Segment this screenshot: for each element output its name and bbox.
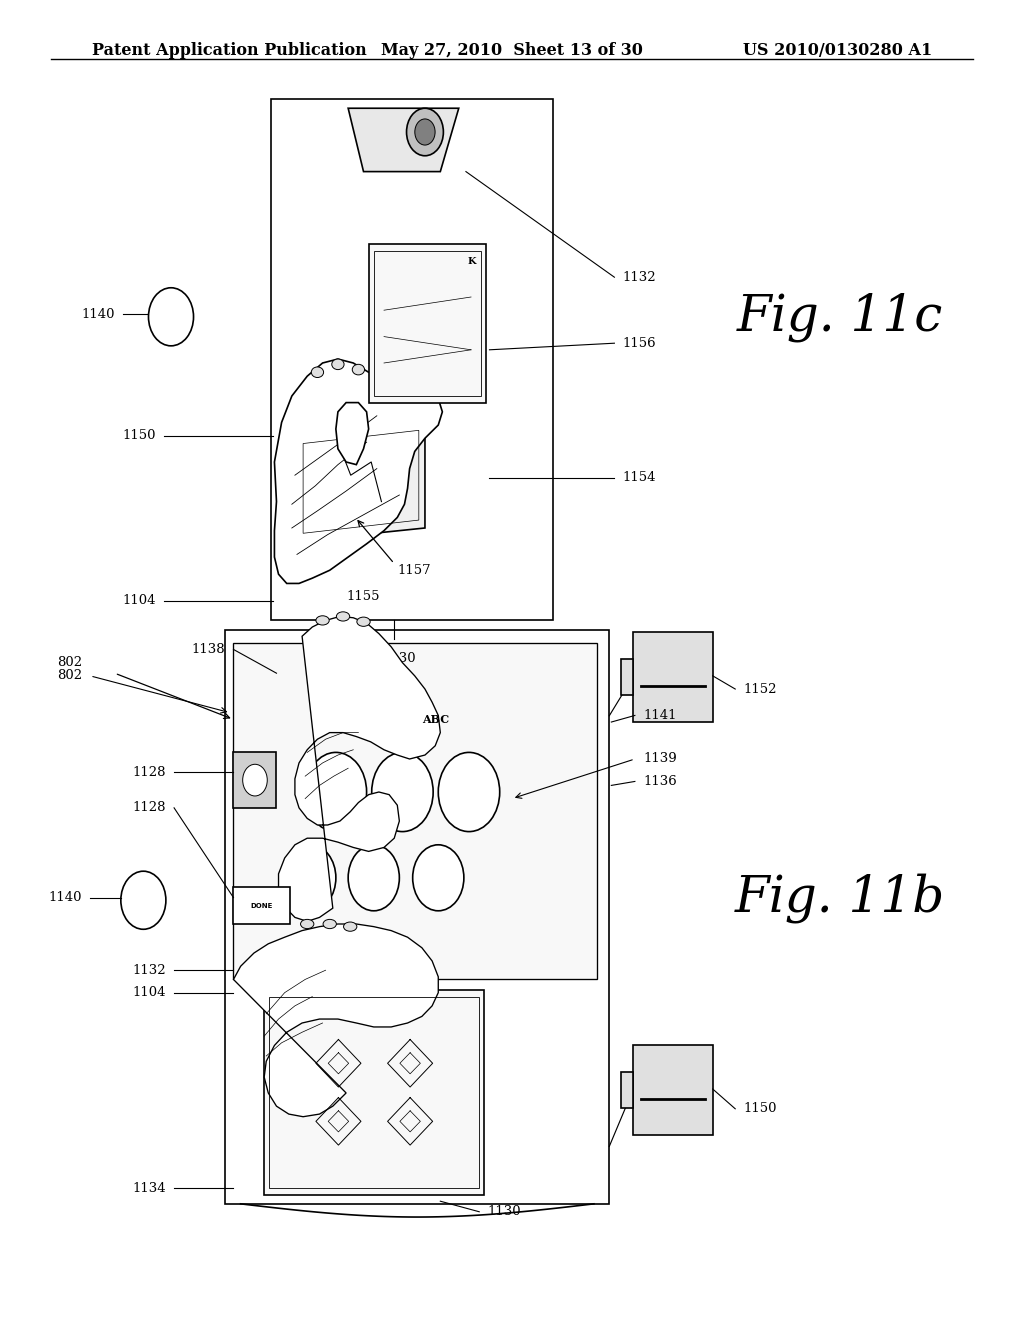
Polygon shape (279, 616, 440, 921)
Bar (264, 990, 484, 1195)
Bar (621, 1072, 633, 1109)
Ellipse shape (301, 919, 313, 929)
Text: 1130: 1130 (383, 652, 416, 665)
Ellipse shape (324, 919, 336, 929)
Ellipse shape (352, 364, 365, 375)
Text: 1130: 1130 (487, 1205, 521, 1218)
Bar (369, 244, 486, 403)
Text: 1128: 1128 (132, 801, 166, 814)
Ellipse shape (336, 611, 350, 620)
Polygon shape (233, 924, 438, 1117)
Ellipse shape (311, 367, 324, 378)
Bar (621, 659, 633, 696)
Text: 1134: 1134 (132, 1181, 166, 1195)
Text: 1154: 1154 (623, 471, 656, 484)
Text: 802: 802 (56, 656, 82, 669)
Circle shape (148, 288, 194, 346)
Circle shape (348, 845, 399, 911)
Text: 1155: 1155 (347, 590, 380, 603)
Circle shape (372, 752, 433, 832)
Text: 1104: 1104 (122, 594, 156, 607)
Bar (233, 752, 276, 808)
Text: DONE: DONE (251, 903, 272, 908)
Ellipse shape (356, 616, 371, 626)
Polygon shape (336, 403, 369, 465)
Text: 1136: 1136 (643, 775, 677, 788)
Text: ABC: ABC (422, 714, 449, 725)
Polygon shape (348, 108, 459, 172)
Bar (233, 643, 597, 979)
Circle shape (413, 845, 464, 911)
Ellipse shape (344, 921, 357, 932)
Circle shape (305, 752, 367, 832)
Circle shape (407, 108, 443, 156)
Text: 1152: 1152 (743, 682, 777, 696)
Bar (633, 1045, 713, 1135)
Polygon shape (274, 359, 442, 583)
Text: 1138: 1138 (191, 643, 225, 656)
Ellipse shape (332, 359, 344, 370)
Ellipse shape (315, 615, 330, 626)
Bar (374, 251, 481, 396)
Text: 1104: 1104 (132, 986, 166, 999)
Circle shape (243, 764, 267, 796)
Text: 1156: 1156 (623, 337, 656, 350)
Text: 1139: 1139 (643, 752, 677, 766)
Text: 1150: 1150 (743, 1102, 777, 1115)
Text: 1140: 1140 (48, 891, 82, 904)
Text: K: K (468, 257, 476, 267)
Text: US 2010/0130280 A1: US 2010/0130280 A1 (742, 42, 932, 59)
Text: 1150: 1150 (122, 429, 156, 442)
Text: Patent Application Publication: Patent Application Publication (92, 42, 367, 59)
Text: 802: 802 (56, 669, 82, 682)
Text: 1141: 1141 (643, 709, 677, 722)
Bar (233, 887, 290, 924)
Bar (271, 99, 553, 620)
Text: 1132: 1132 (623, 271, 656, 284)
Text: Fig. 11c: Fig. 11c (736, 292, 943, 342)
Bar (225, 630, 609, 1204)
Bar (269, 997, 479, 1188)
Circle shape (285, 845, 336, 911)
Circle shape (121, 871, 166, 929)
Text: 1132: 1132 (132, 964, 166, 977)
Text: 1140: 1140 (81, 308, 115, 321)
Text: Fig. 11b: Fig. 11b (734, 873, 945, 923)
Text: 1157: 1157 (397, 564, 431, 577)
Bar (633, 632, 713, 722)
Text: 1128: 1128 (132, 766, 166, 779)
Text: May 27, 2010  Sheet 13 of 30: May 27, 2010 Sheet 13 of 30 (381, 42, 643, 59)
Circle shape (438, 752, 500, 832)
Circle shape (415, 119, 435, 145)
Polygon shape (297, 422, 425, 541)
